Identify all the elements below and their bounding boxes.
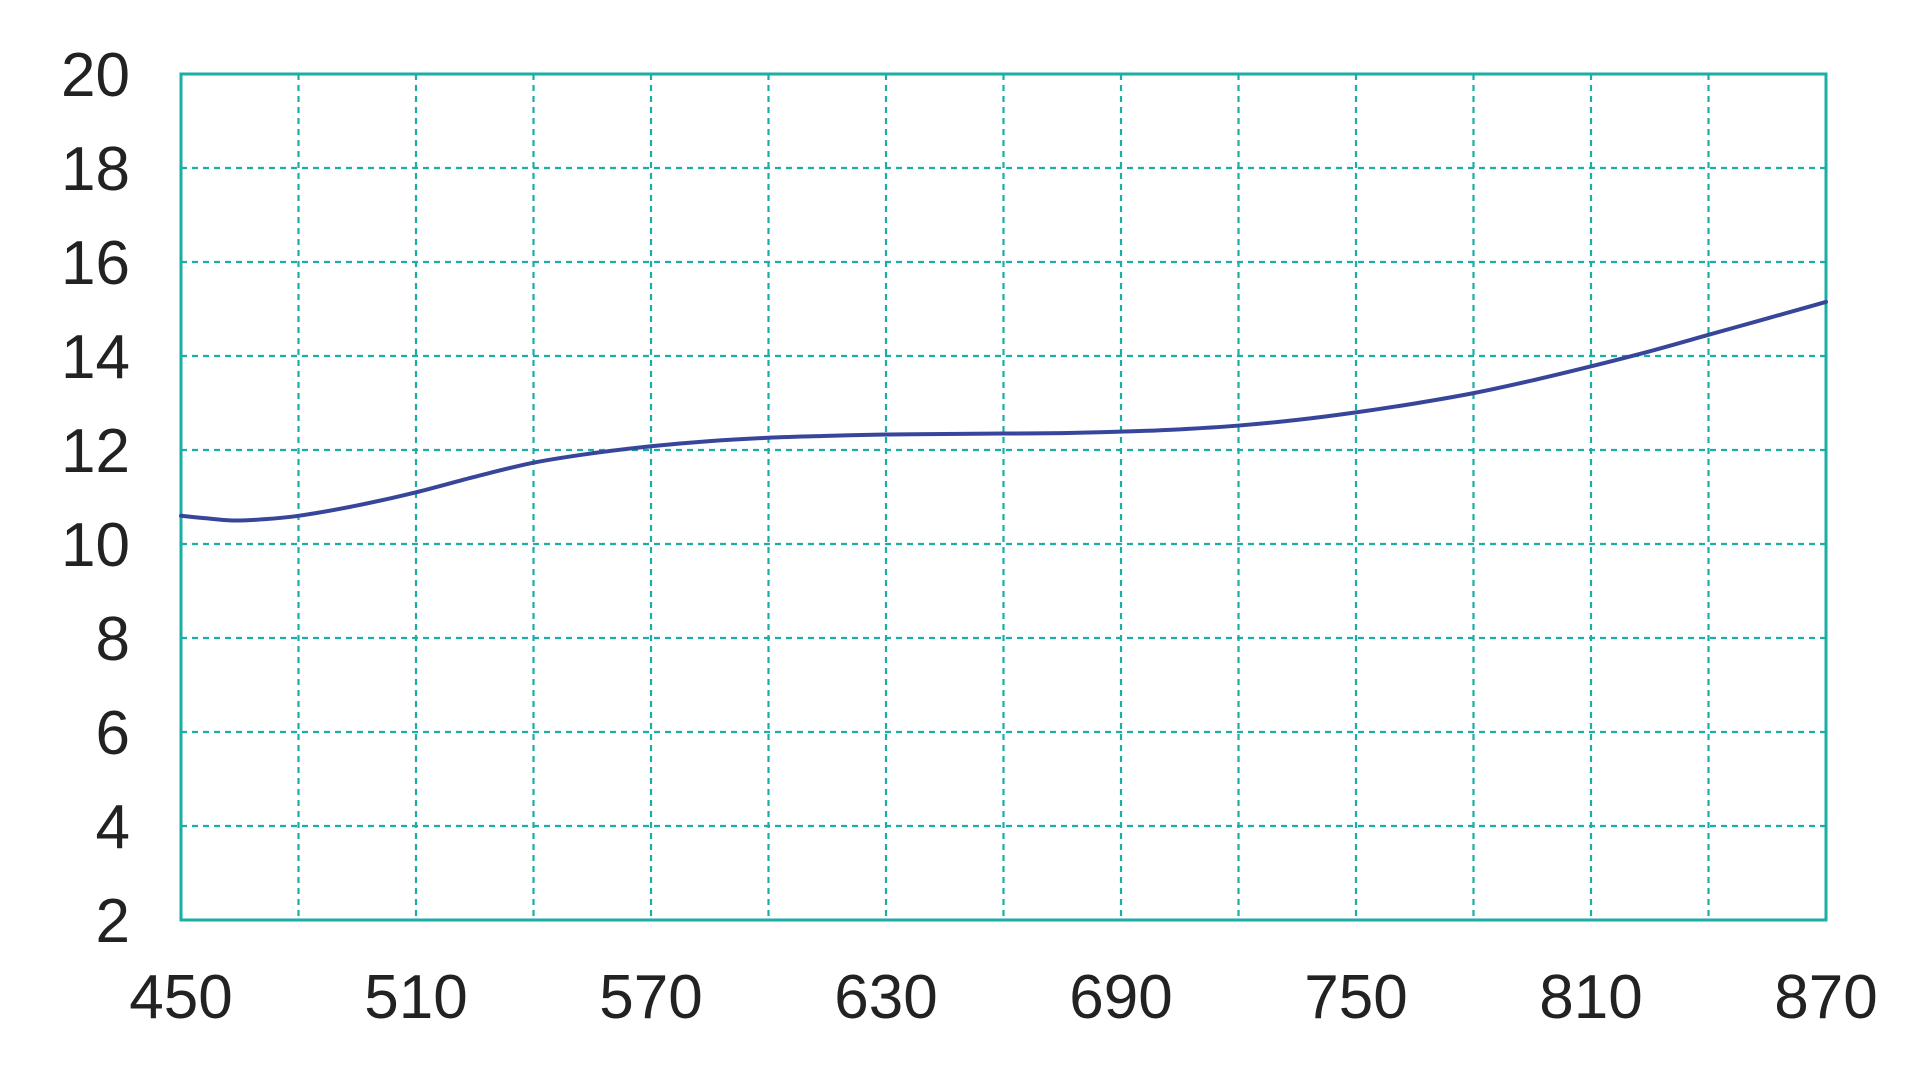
- grid: [181, 74, 1826, 920]
- x-tick-label: 510: [364, 963, 467, 1032]
- y-tick-label: 10: [61, 511, 130, 580]
- y-tick-label: 14: [61, 323, 130, 392]
- y-tick-label: 2: [96, 887, 130, 956]
- x-tick-label: 690: [1069, 963, 1172, 1032]
- y-tick-label: 4: [96, 793, 130, 862]
- y-axis-ticks: 20 18 16 14 12 10 8 6 4 2: [61, 41, 130, 956]
- x-tick-label: 870: [1774, 963, 1877, 1032]
- y-tick-label: 12: [61, 417, 130, 486]
- x-tick-label: 750: [1304, 963, 1407, 1032]
- y-tick-label: 18: [61, 135, 130, 204]
- y-tick-label: 20: [61, 41, 130, 110]
- x-tick-label: 630: [834, 963, 937, 1032]
- series-line: [179, 299, 1828, 523]
- plot-frame: [179, 72, 1828, 922]
- y-tick-label: 8: [96, 605, 130, 674]
- series-group: [179, 299, 1828, 523]
- y-tick-label: 6: [96, 699, 130, 768]
- x-tick-label: 810: [1539, 963, 1642, 1032]
- x-axis-ticks: 450 510 570 630 690 750 810 870: [129, 963, 1877, 1032]
- x-tick-label: 450: [129, 963, 232, 1032]
- y-tick-label: 16: [61, 229, 130, 298]
- x-tick-label: 570: [599, 963, 702, 1032]
